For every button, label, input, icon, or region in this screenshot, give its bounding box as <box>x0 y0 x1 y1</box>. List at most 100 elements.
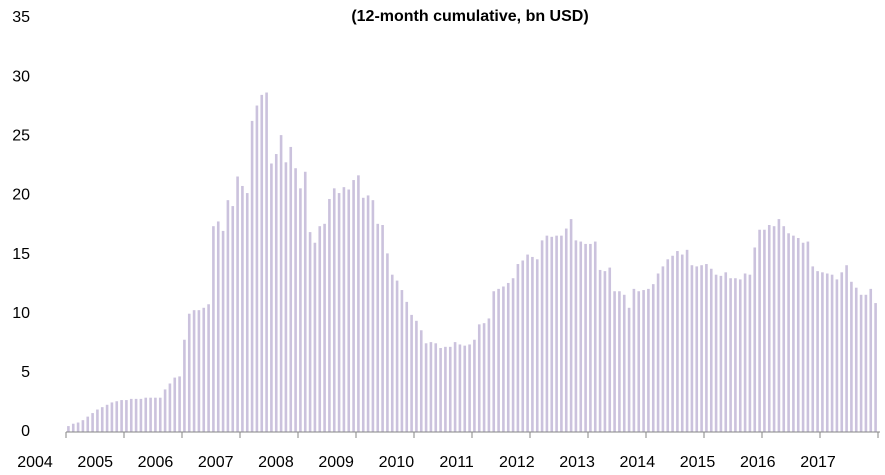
bar <box>241 185 244 432</box>
y-tick-label: 20 <box>12 187 30 204</box>
bar <box>91 413 94 432</box>
y-tick-label: 25 <box>12 128 30 145</box>
x-tick-label: 2005 <box>77 454 113 471</box>
bar <box>458 344 462 432</box>
bar <box>381 225 384 432</box>
bar <box>139 398 143 432</box>
bar <box>864 294 868 432</box>
bar <box>323 223 326 432</box>
bar <box>415 320 418 432</box>
bar <box>366 195 370 432</box>
bar <box>163 389 167 432</box>
x-tick-label: 2017 <box>800 454 836 471</box>
bar <box>395 280 399 432</box>
bar <box>579 241 583 432</box>
x-tick-label: 2010 <box>379 454 415 471</box>
bar <box>207 304 210 432</box>
bar <box>758 229 761 432</box>
bar <box>729 278 732 432</box>
bar <box>434 343 438 432</box>
bar <box>685 249 689 432</box>
bar <box>627 307 631 432</box>
bar <box>811 266 815 432</box>
bar <box>738 279 742 432</box>
bar <box>492 291 496 432</box>
bar <box>676 251 679 432</box>
bar <box>429 342 433 432</box>
bar <box>448 346 452 432</box>
bar <box>598 269 602 432</box>
bar <box>105 404 109 432</box>
bar <box>564 228 568 432</box>
bar <box>714 274 718 432</box>
bar <box>680 254 684 432</box>
bar <box>593 241 597 432</box>
bar <box>816 271 819 432</box>
bar <box>705 264 708 432</box>
x-tick-label: 2008 <box>258 454 294 471</box>
bar <box>245 193 249 432</box>
bar <box>506 282 510 432</box>
bar <box>753 247 757 432</box>
bar <box>226 200 230 432</box>
bar <box>178 376 181 432</box>
bar <box>149 397 152 432</box>
bar <box>516 264 520 432</box>
bar <box>192 310 196 432</box>
bar <box>806 241 810 432</box>
bar <box>545 235 549 432</box>
x-tick-label: 2011 <box>439 454 474 471</box>
bar <box>67 426 70 432</box>
bar <box>100 407 104 432</box>
bar <box>154 397 157 432</box>
bar <box>274 154 278 432</box>
x-tick-label: 2015 <box>680 454 716 471</box>
bar <box>158 397 162 432</box>
bar <box>328 198 331 432</box>
bar <box>76 422 80 432</box>
bar <box>419 330 423 432</box>
bar <box>502 286 505 432</box>
bar <box>724 272 728 432</box>
bar <box>589 243 592 432</box>
bar <box>531 256 534 432</box>
x-tick-label: 2007 <box>198 454 234 471</box>
bar <box>734 278 737 432</box>
bar <box>743 273 747 432</box>
bar <box>497 288 500 432</box>
bar <box>299 188 302 432</box>
bar <box>782 226 786 432</box>
x-tick-label: 2013 <box>559 454 595 471</box>
bar <box>666 259 670 432</box>
bar <box>347 189 351 432</box>
bar <box>700 265 703 432</box>
bar <box>772 226 776 432</box>
x-tick-label: 2004 <box>17 454 53 471</box>
bar <box>361 197 365 432</box>
bar <box>574 240 578 432</box>
bar <box>709 268 713 432</box>
bar <box>183 339 186 432</box>
y-tick-label: 10 <box>12 305 30 322</box>
bar <box>376 223 380 432</box>
bar <box>405 301 409 432</box>
bar <box>637 291 641 432</box>
bar <box>134 398 138 432</box>
bar <box>342 187 346 432</box>
bar <box>400 290 404 432</box>
x-tick-label: 2009 <box>318 454 354 471</box>
bar <box>231 206 235 432</box>
bar <box>511 278 515 432</box>
bar <box>690 265 694 432</box>
bar <box>197 310 201 432</box>
bar <box>618 291 621 432</box>
x-tick-label: 2014 <box>620 454 656 471</box>
bar <box>661 266 665 432</box>
bar <box>748 274 752 432</box>
bar <box>115 401 119 432</box>
bar <box>550 236 554 432</box>
bar <box>487 318 491 432</box>
bar <box>284 162 288 432</box>
y-tick-label: 0 <box>21 423 30 440</box>
bar <box>473 339 476 432</box>
